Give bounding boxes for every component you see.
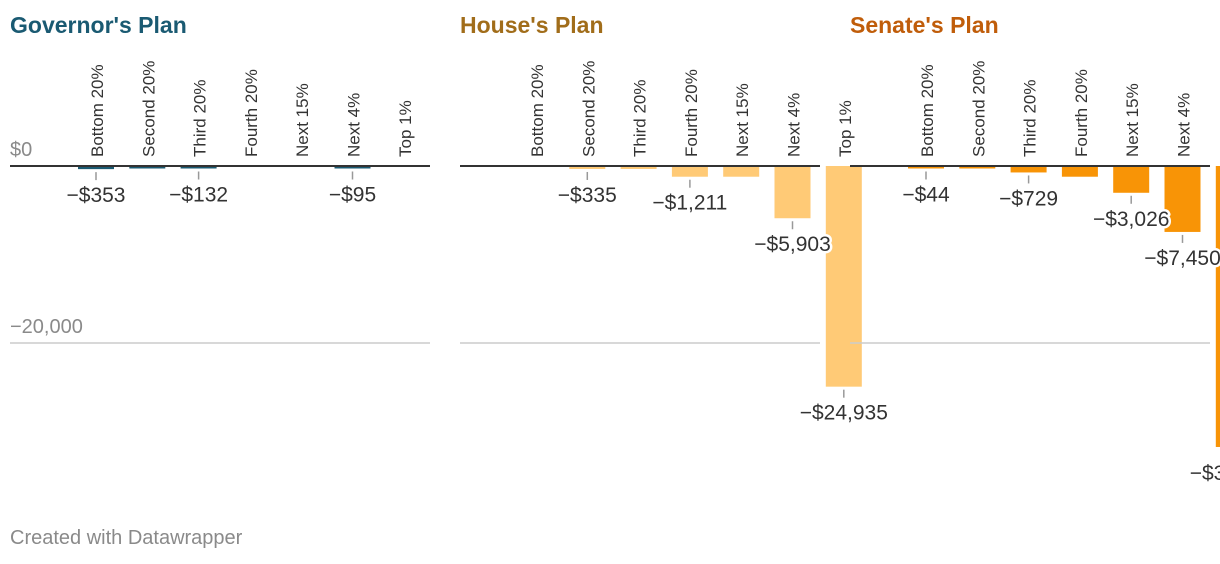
category-label: Third 20% bbox=[631, 80, 650, 157]
category-label: Bottom 20% bbox=[528, 64, 547, 157]
bar bbox=[825, 166, 862, 387]
category-label: Bottom 20% bbox=[88, 64, 107, 157]
category-label: Fourth 20% bbox=[1072, 69, 1091, 157]
value-label: −$31,748 bbox=[1190, 462, 1220, 485]
category-label: Next 15% bbox=[1123, 83, 1142, 157]
bar bbox=[1061, 166, 1098, 177]
bar bbox=[1010, 166, 1047, 173]
value-label: −$95 bbox=[329, 184, 376, 207]
bar bbox=[78, 166, 114, 170]
category-label: Third 20% bbox=[191, 80, 210, 157]
bar bbox=[334, 166, 371, 169]
y-tick-label: $0 bbox=[10, 139, 32, 161]
category-label: Third 20% bbox=[1021, 80, 1040, 157]
panel-title: House's Plan bbox=[460, 12, 604, 38]
value-label: −$729 bbox=[999, 187, 1058, 210]
value-label: −$132 bbox=[169, 184, 228, 207]
bar bbox=[959, 166, 996, 169]
panel-title: Senate's Plan bbox=[850, 12, 999, 38]
panel-title: Governor's Plan bbox=[10, 12, 187, 38]
bar bbox=[774, 166, 811, 219]
bar bbox=[908, 166, 944, 169]
credit-footer: Created with Datawrapper bbox=[10, 527, 243, 549]
chart-canvas: Governor's Plan Bottom 20% Second 20% Third… bbox=[10, 12, 1220, 485]
category-label: Second 20% bbox=[579, 61, 598, 157]
category-label: Next 15% bbox=[733, 83, 752, 157]
value-label: −$3,026 bbox=[1093, 208, 1170, 231]
category-label: Second 20% bbox=[139, 61, 158, 157]
y-tick-label: −20,000 bbox=[10, 316, 83, 338]
value-label: −$353 bbox=[67, 184, 126, 207]
value-label: −$5,903 bbox=[754, 233, 831, 256]
category-label: Top 1% bbox=[836, 100, 855, 157]
value-label: −$24,935 bbox=[800, 402, 888, 425]
bar bbox=[1164, 166, 1201, 232]
value-label: −$335 bbox=[558, 184, 617, 207]
bar bbox=[180, 166, 217, 169]
category-label: Next 4% bbox=[1175, 93, 1194, 157]
bar bbox=[1113, 166, 1150, 193]
bar bbox=[723, 166, 760, 177]
category-label: Next 15% bbox=[293, 83, 312, 157]
category-label: Next 4% bbox=[345, 93, 364, 157]
value-label: −$1,211 bbox=[652, 192, 727, 215]
category-label: Fourth 20% bbox=[682, 69, 701, 157]
category-label: Fourth 20% bbox=[242, 69, 261, 157]
bar bbox=[620, 166, 657, 169]
category-label: Second 20% bbox=[969, 61, 988, 157]
bar bbox=[129, 166, 166, 169]
bar bbox=[671, 166, 708, 177]
category-label: Top 1% bbox=[396, 100, 415, 157]
bar bbox=[1215, 166, 1220, 447]
bar bbox=[569, 166, 606, 169]
value-label: −$7,450 bbox=[1144, 247, 1220, 270]
category-label: Next 4% bbox=[785, 93, 804, 157]
category-label: Bottom 20% bbox=[918, 64, 937, 157]
value-label: −$44 bbox=[902, 184, 950, 207]
